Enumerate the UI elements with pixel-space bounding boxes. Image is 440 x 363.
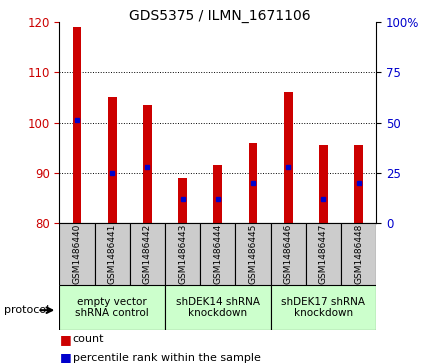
Text: GSM1486443: GSM1486443 — [178, 224, 187, 284]
Text: GSM1486446: GSM1486446 — [284, 224, 293, 284]
Text: protocol: protocol — [4, 305, 50, 315]
Bar — [108, 97, 117, 223]
Text: GSM1486447: GSM1486447 — [319, 224, 328, 284]
Bar — [271, 285, 376, 330]
Bar — [341, 223, 376, 285]
Text: ■: ■ — [59, 351, 71, 363]
Bar — [200, 223, 235, 285]
Bar — [235, 223, 271, 285]
Text: GSM1486441: GSM1486441 — [108, 224, 117, 284]
Text: GSM1486445: GSM1486445 — [249, 224, 257, 284]
Bar — [165, 285, 271, 330]
Text: GDS5375 / ILMN_1671106: GDS5375 / ILMN_1671106 — [129, 9, 311, 23]
Text: ■: ■ — [59, 333, 71, 346]
Bar — [271, 223, 306, 285]
Bar — [319, 145, 328, 223]
Bar — [178, 178, 187, 223]
Text: GSM1486442: GSM1486442 — [143, 224, 152, 284]
Bar — [130, 223, 165, 285]
Bar — [59, 223, 95, 285]
Text: GSM1486444: GSM1486444 — [213, 224, 222, 284]
Text: empty vector
shRNA control: empty vector shRNA control — [75, 297, 149, 318]
Text: GSM1486440: GSM1486440 — [73, 224, 81, 284]
Text: shDEK14 shRNA
knockdown: shDEK14 shRNA knockdown — [176, 297, 260, 318]
Bar — [249, 143, 257, 223]
Bar — [284, 92, 293, 223]
Text: shDEK17 shRNA
knockdown: shDEK17 shRNA knockdown — [282, 297, 365, 318]
Text: percentile rank within the sample: percentile rank within the sample — [73, 352, 260, 363]
Bar — [95, 223, 130, 285]
Bar — [59, 285, 165, 330]
Bar — [213, 165, 222, 223]
Bar — [306, 223, 341, 285]
Text: GSM1486448: GSM1486448 — [354, 224, 363, 284]
Text: count: count — [73, 334, 104, 344]
Bar — [143, 105, 152, 223]
Bar — [165, 223, 200, 285]
Bar — [73, 27, 81, 223]
Bar — [354, 145, 363, 223]
